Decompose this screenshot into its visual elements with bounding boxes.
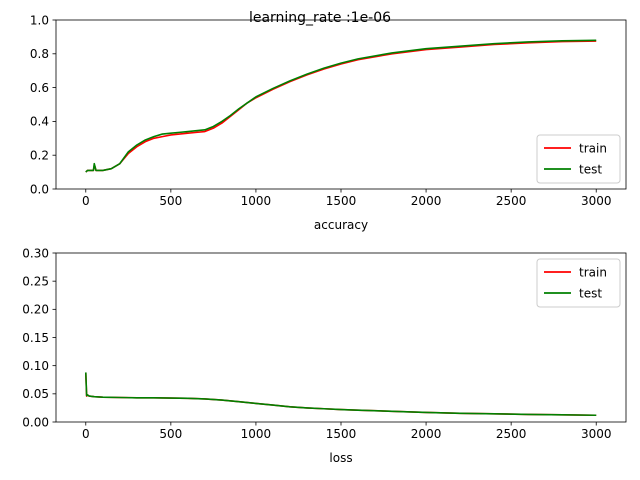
accuracy-y-tick-label: 0.0 xyxy=(30,182,49,196)
loss-y-tick-label: 0.25 xyxy=(22,274,49,288)
loss-y-tick-label: 0.05 xyxy=(22,387,49,401)
accuracy-y-tick-label: 0.6 xyxy=(30,81,49,95)
figure-suptitle: learning_rate :1e-06 xyxy=(249,10,391,26)
accuracy-x-tick-label: 2500 xyxy=(496,194,527,208)
loss-y-tick-label: 0.00 xyxy=(22,415,49,429)
loss-legend-label-train: train xyxy=(579,265,607,279)
loss-legend-label-test: test xyxy=(579,286,602,300)
loss-x-tick-label: 2500 xyxy=(496,427,527,441)
accuracy-y-tick-label: 1.0 xyxy=(30,13,49,27)
accuracy-x-tick-label: 3000 xyxy=(581,194,612,208)
accuracy-y-tick-label: 0.8 xyxy=(30,47,49,61)
loss-x-tick-label: 1000 xyxy=(241,427,272,441)
accuracy-x-tick-label: 2000 xyxy=(411,194,442,208)
accuracy-series-test-line xyxy=(85,39,597,173)
loss-x-tick-label: 2000 xyxy=(411,427,442,441)
loss-x-tick-label: 500 xyxy=(159,427,182,441)
accuracy-x-tick-label: 0 xyxy=(82,194,90,208)
loss-y-tick-label: 0.10 xyxy=(22,359,49,373)
loss-x-tick-label: 1500 xyxy=(326,427,357,441)
loss-x-tick-label: 3000 xyxy=(581,427,612,441)
loss-y-tick-label: 0.15 xyxy=(22,331,49,345)
accuracy-x-tick-label: 1000 xyxy=(241,194,272,208)
accuracy-y-tick-label: 0.2 xyxy=(30,149,49,163)
accuracy-legend: train test xyxy=(536,134,621,184)
accuracy-legend-label-train: train xyxy=(579,141,607,155)
accuracy-panel: accuracy 0 500 1000 1500 2000 2500 3000 0.0 0.2 0… xyxy=(30,13,627,232)
loss-legend: train test xyxy=(536,258,621,308)
accuracy-legend-box xyxy=(536,134,621,184)
accuracy-x-tick-label: 500 xyxy=(159,194,182,208)
loss-x-tick-label: 0 xyxy=(82,427,90,441)
accuracy-legend-label-test: test xyxy=(579,162,602,176)
accuracy-x-tick-label: 1500 xyxy=(326,194,357,208)
loss-legend-box xyxy=(536,258,621,308)
loss-series-test-line xyxy=(84,372,597,417)
loss-y-tick-label: 0.20 xyxy=(22,303,49,317)
loss-x-axis-label: loss xyxy=(329,451,352,465)
loss-panel: loss 0 500 1000 1500 2000 2500 3000 0.00 0.05 0.1… xyxy=(22,246,627,465)
loss-y-tick-label: 0.30 xyxy=(22,246,49,260)
accuracy-y-tick-label: 0.4 xyxy=(30,115,49,129)
accuracy-x-axis-label: accuracy xyxy=(314,218,368,232)
